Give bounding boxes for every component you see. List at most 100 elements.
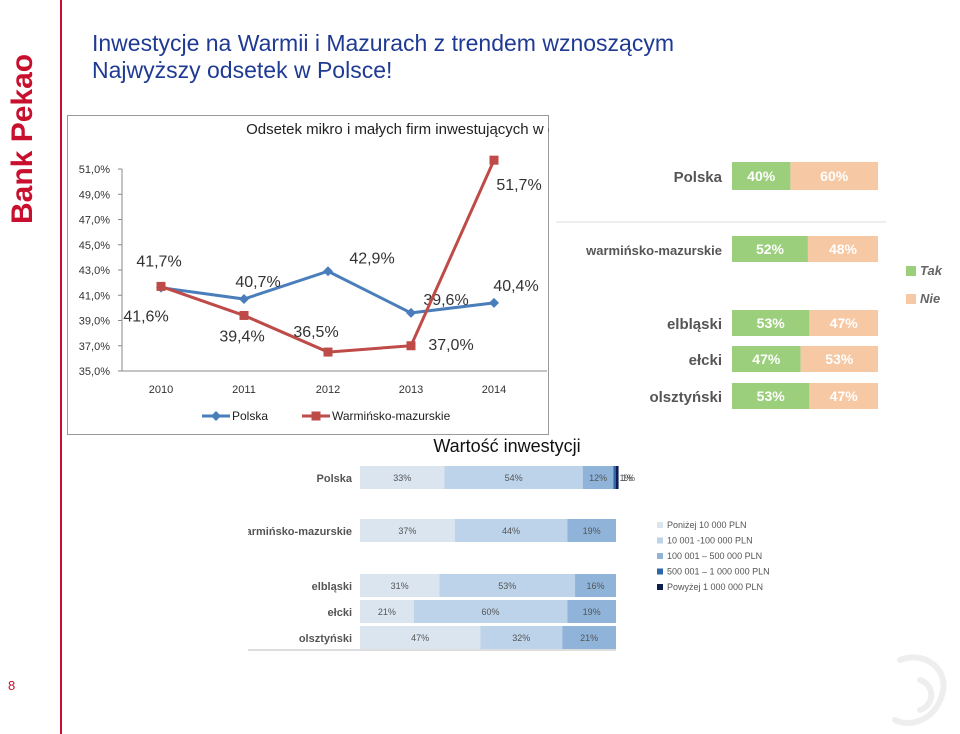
y-tick-label: 41,0% — [79, 290, 110, 302]
bar-segment — [444, 466, 583, 489]
logo-text: Bank Pekao — [6, 54, 39, 224]
bar-segment — [567, 519, 616, 542]
bar-segment — [790, 162, 878, 190]
data-label: 51,7% — [496, 177, 541, 194]
category-label: Polska — [317, 473, 353, 485]
bar-value-label: 52% — [756, 241, 785, 257]
bar-value-label: 53% — [757, 388, 786, 404]
bar-value-label: 19% — [583, 526, 601, 536]
point-marker — [323, 347, 333, 357]
bar-segment — [575, 574, 616, 597]
bar-segment — [807, 236, 878, 262]
bar-value-label: 32% — [512, 633, 530, 643]
data-label: 40,7% — [235, 274, 280, 291]
legend-label: Polska — [232, 409, 268, 423]
bar-value-label: 44% — [502, 526, 520, 536]
page-title: Inwestycje na Warmii i Mazurach z trende… — [92, 30, 674, 84]
bar-value-label: 16% — [587, 581, 605, 591]
bar-value-label: 60% — [482, 607, 500, 617]
data-label: 36,5% — [293, 324, 338, 341]
category-label: elbląski — [312, 581, 352, 593]
bar-segment — [439, 574, 576, 597]
investing-share-bar-chart: Polska 40% 60% warmińsko-mazurskie 52% 48% elb… — [556, 162, 886, 409]
bar-value-label: 21% — [378, 607, 396, 617]
bar-segment — [616, 466, 619, 489]
legend-swatch — [657, 537, 663, 544]
data-label: 42,9% — [349, 250, 394, 267]
x-tick-label: 2011 — [232, 384, 256, 396]
legend-swatch — [657, 553, 663, 559]
category-label: elbląski — [667, 316, 722, 333]
bar-value-label: 40% — [747, 168, 776, 184]
data-label: 41,6% — [123, 309, 168, 326]
bar-value-label: 19% — [583, 607, 601, 617]
legend-swatch — [657, 568, 663, 575]
bar-value-label: 60% — [820, 168, 849, 184]
legend-swatch — [657, 522, 663, 528]
bar-segment — [567, 600, 616, 623]
legend-label: 10 001 -100 000 PLN — [667, 536, 753, 546]
y-tick-label: 47,0% — [79, 215, 110, 227]
category-label: ełcki — [328, 607, 352, 619]
point-marker — [489, 297, 499, 308]
y-tick-label: 35,0% — [79, 366, 110, 378]
bar-segment — [360, 600, 414, 623]
point-marker — [323, 266, 333, 277]
legend-label-nie: Nie — [920, 291, 940, 306]
bar-value-label: 1% — [619, 473, 632, 483]
bar-segment — [360, 519, 455, 542]
bar-segment — [809, 383, 878, 409]
category-label: Polska — [674, 169, 723, 186]
point-marker — [156, 281, 166, 291]
category-label: olsztyński — [299, 633, 352, 645]
bar-value-label: 31% — [391, 581, 409, 591]
data-label: 37,0% — [428, 337, 473, 354]
x-tick-label: 2013 — [399, 384, 423, 396]
bar-value-label: 37% — [398, 526, 416, 536]
bar-value-label: 21% — [580, 633, 598, 643]
x-tick-label: 2012 — [316, 384, 340, 396]
bar-value-label: 54% — [505, 473, 523, 483]
bar-value-label: 47% — [752, 351, 781, 367]
bar-segment — [582, 466, 614, 489]
x-tick-label: 2010 — [149, 384, 173, 396]
y-tick-label: 45,0% — [79, 240, 110, 252]
legend-label-tak: Tak — [920, 263, 943, 278]
data-label: 40,4% — [493, 278, 538, 295]
bar-segment — [732, 162, 791, 190]
legend-label: 500 001 – 1 000 000 PLN — [667, 567, 770, 577]
data-label: 39,4% — [219, 328, 264, 345]
x-tick-label: 2014 — [482, 384, 506, 396]
legend-label: 100 001 – 500 000 PLN — [667, 551, 762, 561]
bar-segment — [732, 310, 810, 336]
y-tick-label: 43,0% — [79, 265, 110, 277]
y-tick-label: 37,0% — [79, 341, 110, 353]
bar-value-label: 33% — [393, 473, 411, 483]
bar-segment — [732, 346, 801, 372]
bar-value-label: 12% — [589, 473, 607, 483]
chart-title: Wartość inwestycji — [433, 436, 580, 456]
point-marker — [406, 341, 416, 351]
bar-segment — [454, 519, 568, 542]
legend-label: Powyżej 1 000 000 PLN — [667, 582, 763, 592]
title-line-2: Najwyższy odsetek w Polsce! — [92, 57, 393, 83]
bar-value-label: 53% — [498, 581, 516, 591]
legend-swatch — [657, 584, 663, 590]
bar-segment — [413, 600, 568, 623]
bar-segment — [480, 626, 563, 649]
data-label: 41,7% — [136, 253, 181, 270]
bar-value-label: 47% — [830, 388, 859, 404]
chart-frame — [67, 115, 549, 435]
bar-value-label: 53% — [825, 351, 854, 367]
bar-segment — [360, 574, 440, 597]
bar-value-label: 1% — [622, 473, 635, 483]
point-marker — [239, 310, 249, 320]
category-label: warmińsko-mazurskie — [585, 243, 722, 258]
legend-marker — [211, 411, 221, 421]
bar-segment — [360, 466, 445, 489]
bar-value-label: 47% — [830, 315, 859, 331]
bar-value-label: 48% — [829, 241, 858, 257]
category-label: warmińsko-mazurskie — [248, 526, 352, 538]
bar-segment — [360, 626, 481, 649]
title-line-1: Inwestycje na Warmii i Mazurach z trende… — [92, 30, 674, 56]
